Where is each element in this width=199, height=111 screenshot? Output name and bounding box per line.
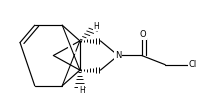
Text: H: H bbox=[79, 86, 85, 95]
Text: O: O bbox=[139, 30, 146, 39]
Text: N: N bbox=[115, 51, 121, 60]
Text: Cl: Cl bbox=[188, 60, 196, 69]
Polygon shape bbox=[66, 41, 76, 54]
Text: H: H bbox=[94, 22, 100, 31]
